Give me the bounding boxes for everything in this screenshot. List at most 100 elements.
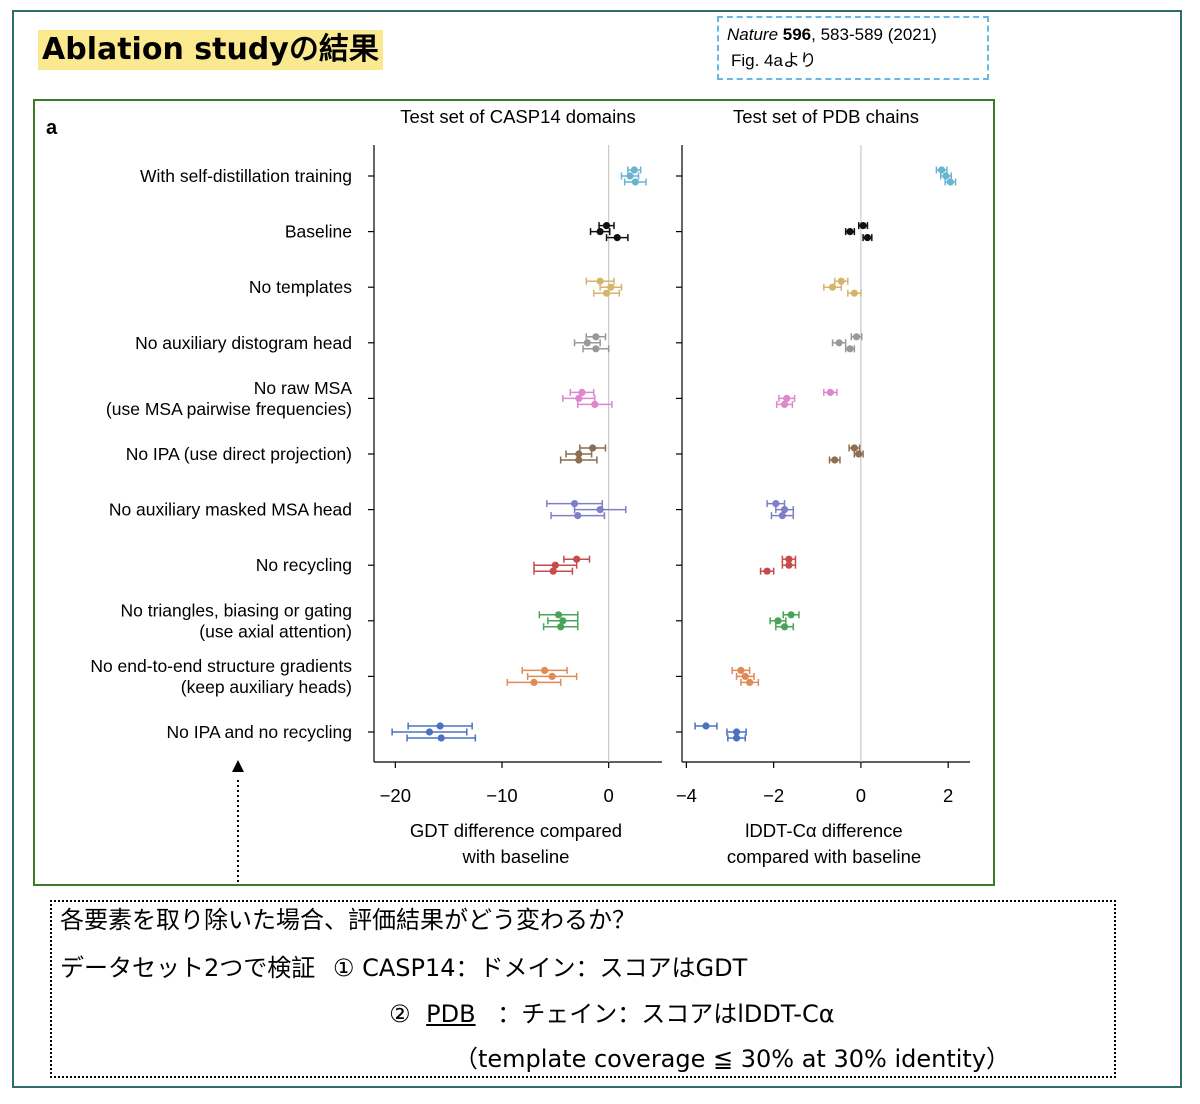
data-point [578, 388, 586, 396]
data-point [551, 561, 559, 569]
data-point [863, 234, 872, 242]
data-point [583, 339, 591, 347]
data-point [570, 500, 579, 508]
data-point [589, 444, 597, 452]
citation-figure-ref: Fig. 4aより [731, 51, 817, 70]
category-label: No IPA and no recycling [167, 722, 352, 742]
data-point [702, 722, 710, 730]
x-tick-label: −10 [486, 785, 517, 806]
citation-box: Nature 596, 583-589 (2021) Fig. 4aより [717, 16, 989, 80]
data-point [837, 277, 845, 285]
data-point [557, 623, 565, 631]
category-label: With self-distillation training [140, 166, 352, 186]
note-pdb-desc: ：チェイン：スコアはlDDT-Cα [497, 1000, 835, 1028]
data-point [559, 617, 567, 625]
note-line-2: データセット2つで検証 ① CASP14：ドメイン：スコアはGDT [60, 953, 747, 983]
data-point [574, 511, 582, 520]
data-point [787, 611, 795, 619]
data-point [828, 283, 837, 291]
note-casp-item: ① CASP14：ドメイン：スコアはGDT [332, 954, 748, 982]
data-point [575, 394, 583, 402]
x-tick-label: 2 [943, 785, 953, 806]
data-point [607, 283, 615, 291]
citation-journal: Nature [727, 25, 779, 44]
data-point [592, 345, 600, 353]
category-label: Baseline [285, 222, 352, 242]
x-tick-label: −20 [380, 785, 411, 806]
data-point [631, 178, 639, 186]
panel-label: a [46, 117, 58, 139]
data-point [741, 672, 749, 681]
data-point [785, 555, 793, 563]
category-label: (keep auxiliary heads) [181, 677, 352, 697]
note-question: 各要素を取り除いた場合、評価結果がどう変わるか？ [60, 906, 636, 934]
note-line-3: ② PDB ：チェイン：スコアはlDDT-Cα [389, 999, 835, 1029]
citation-volume: 596 [782, 25, 812, 44]
data-point [846, 228, 854, 236]
category-label: No recycling [256, 555, 352, 575]
figure-frame [33, 99, 995, 886]
data-point [835, 339, 843, 347]
data-point [549, 567, 557, 575]
pdb-link[interactable]: PDB [426, 1000, 476, 1028]
data-point [946, 178, 954, 186]
chart-layer: With self-distillation training Baseline N… [90, 106, 970, 867]
panel-title: Test set of PDB chains [733, 106, 919, 127]
data-point [548, 672, 556, 681]
citation-line-1: Nature 596, 583-589 (2021) [727, 22, 979, 48]
slide-frame [12, 10, 1182, 1088]
data-point [437, 734, 445, 742]
category-label: No end-to-end structure gradients [90, 656, 352, 676]
data-point [938, 166, 946, 174]
category-label: No auxiliary masked MSA head [109, 500, 352, 520]
data-point [602, 289, 611, 297]
data-point [780, 623, 789, 631]
category-label: No triangles, biasing or gating [120, 600, 352, 620]
data-point [746, 678, 754, 687]
data-point [436, 722, 444, 730]
category-label: No raw MSA [254, 378, 353, 398]
note-dataset-text: データセット2つで検証 [60, 954, 316, 982]
category-label: (use MSA pairwise frequencies) [106, 399, 352, 419]
category-label: No templates [249, 277, 352, 297]
data-point [850, 289, 858, 297]
x-tick-label: 0 [856, 785, 866, 806]
pointer-arrow-head [232, 760, 244, 772]
note-box: 各要素を取り除いた場合、評価結果がどう変わるか？ データセット2つで検証 ① C… [50, 900, 1116, 1078]
data-point [596, 506, 604, 514]
data-point [592, 333, 600, 341]
x-axis-label: GDT difference compared [410, 820, 622, 841]
x-axis-label: compared with baseline [727, 846, 921, 867]
data-point [783, 394, 791, 402]
x-tick-label: −4 [676, 785, 697, 806]
data-point [763, 567, 771, 575]
data-point [859, 222, 867, 230]
data-point [596, 277, 604, 285]
panel-title: Test set of CASP14 domains [400, 106, 635, 127]
note-template-coverage: （template coverage ≦ 30% at 30% identity… [454, 1045, 1011, 1073]
data-point [855, 450, 863, 458]
data-point [591, 400, 599, 408]
data-point [575, 450, 583, 458]
data-point [541, 666, 549, 675]
slide-title: Ablation studyの結果 [38, 30, 383, 70]
x-tick-label: −2 [763, 785, 784, 806]
data-point [602, 222, 611, 230]
data-point [737, 666, 745, 675]
category-label: No auxiliary distogram head [135, 333, 352, 353]
x-axis-label: with baseline [462, 846, 570, 867]
data-point [530, 678, 538, 687]
data-point [850, 444, 858, 452]
data-point [852, 333, 861, 341]
data-point [630, 166, 638, 174]
note-pdb-number: ② [389, 1000, 411, 1028]
data-point [785, 561, 793, 569]
data-point [573, 555, 581, 563]
data-point [774, 617, 782, 625]
data-point [831, 456, 839, 464]
data-point [425, 728, 434, 736]
data-point [554, 611, 563, 619]
data-point [846, 345, 854, 353]
category-label: No IPA (use direct projection) [126, 444, 352, 464]
